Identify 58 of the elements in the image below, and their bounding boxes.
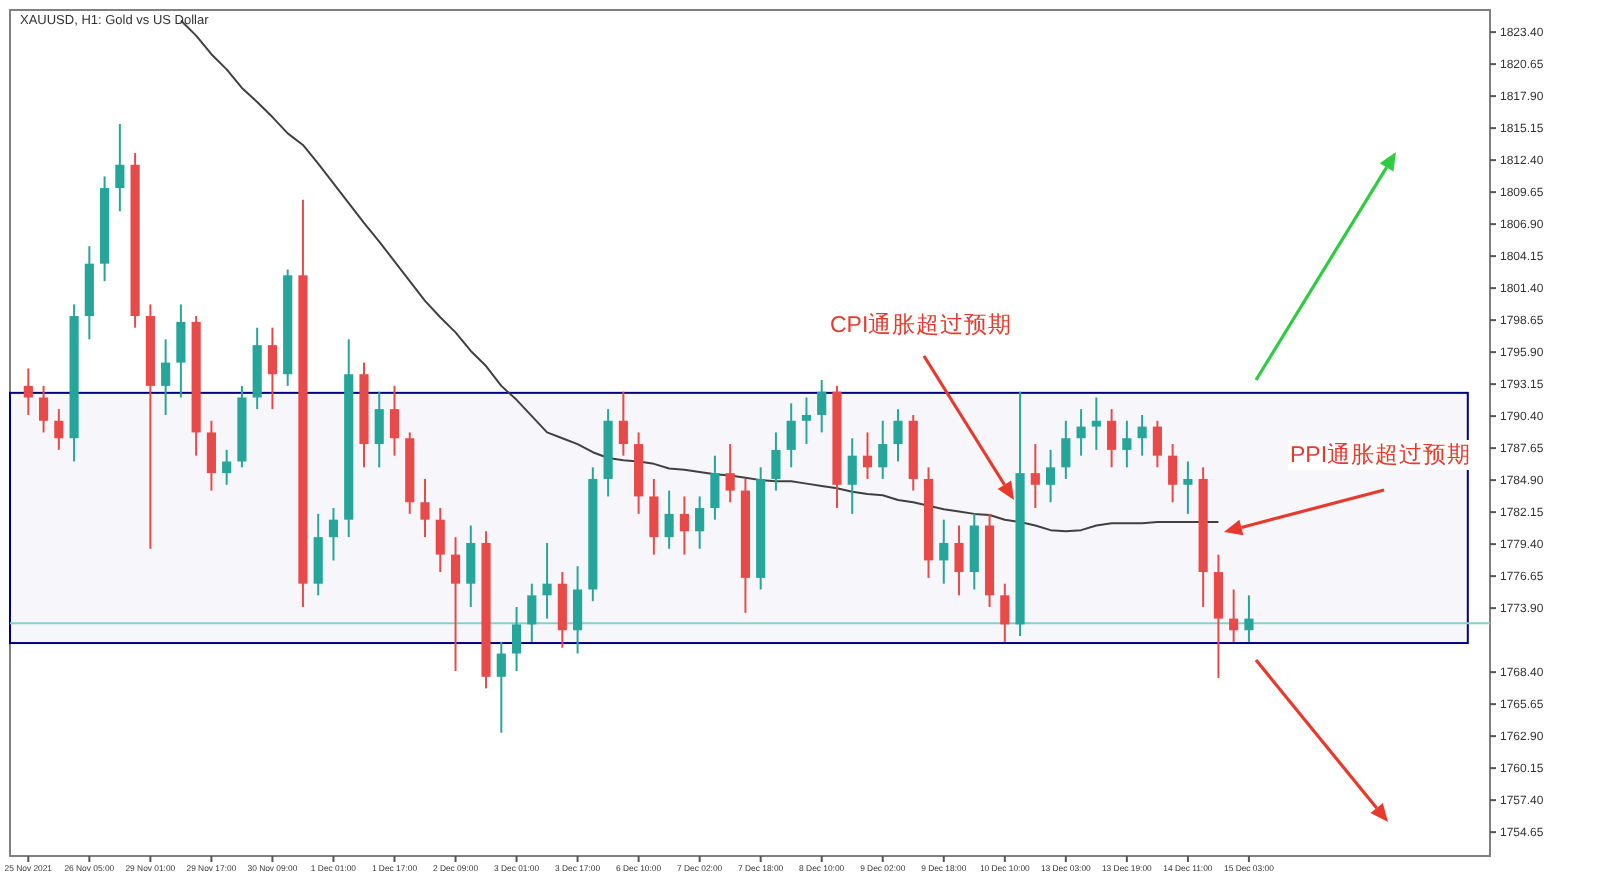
candlestick (161, 338, 171, 416)
annotation: CPI通胀超过预期 (830, 312, 1013, 338)
candlestick (466, 524, 476, 608)
candlestick (435, 507, 445, 574)
candlestick (1000, 582, 1010, 643)
candlestick (496, 640, 506, 734)
candlestick (115, 123, 125, 213)
candlestick (649, 477, 659, 556)
candlestick (1183, 460, 1193, 515)
candlestick (862, 431, 873, 480)
candlestick (222, 448, 232, 486)
candlestick (1107, 408, 1117, 469)
candlestick (878, 419, 888, 480)
candlestick (374, 390, 384, 469)
candlestick (1213, 553, 1223, 679)
candlestick (618, 390, 628, 457)
candlestick (1168, 443, 1178, 504)
candlestick (771, 431, 781, 492)
candlestick (725, 443, 735, 504)
candlestick (23, 367, 33, 416)
candlestick (679, 495, 689, 556)
candlestick (1137, 413, 1147, 457)
candlestick (1046, 448, 1056, 504)
candlestick (1030, 443, 1040, 510)
candlestick (817, 379, 827, 434)
candlestick (542, 541, 552, 620)
candlestick (573, 565, 583, 655)
candlestick (1091, 396, 1101, 451)
candlestick (893, 408, 903, 463)
candlestick (511, 605, 522, 672)
candlestick (1244, 594, 1254, 643)
candlestick (1152, 419, 1162, 469)
candlestick (954, 524, 964, 597)
candlestick (969, 512, 979, 591)
annotation: PPI通胀超过预期 (1290, 442, 1472, 468)
candlestick (54, 408, 64, 451)
candlestick (1229, 588, 1239, 643)
candlestick (786, 402, 796, 469)
candlestick (1076, 408, 1086, 457)
candlestick (664, 489, 674, 550)
candlestick (939, 518, 949, 585)
candlestick (847, 437, 857, 515)
candlestick (176, 303, 186, 399)
candlestick (1061, 419, 1071, 480)
candlestick (695, 495, 705, 550)
candlestick (710, 454, 720, 521)
candlestick (420, 477, 430, 539)
candlestick (450, 536, 461, 672)
candlestick (389, 384, 400, 457)
candlestick (527, 582, 537, 643)
candlestick (313, 512, 323, 597)
candlestick (801, 396, 812, 446)
candlestick (1122, 419, 1132, 469)
candlestick (328, 507, 339, 562)
candlestick (206, 419, 216, 492)
candlestick (38, 384, 49, 434)
candlestick (267, 326, 278, 411)
candlestick (557, 571, 567, 649)
